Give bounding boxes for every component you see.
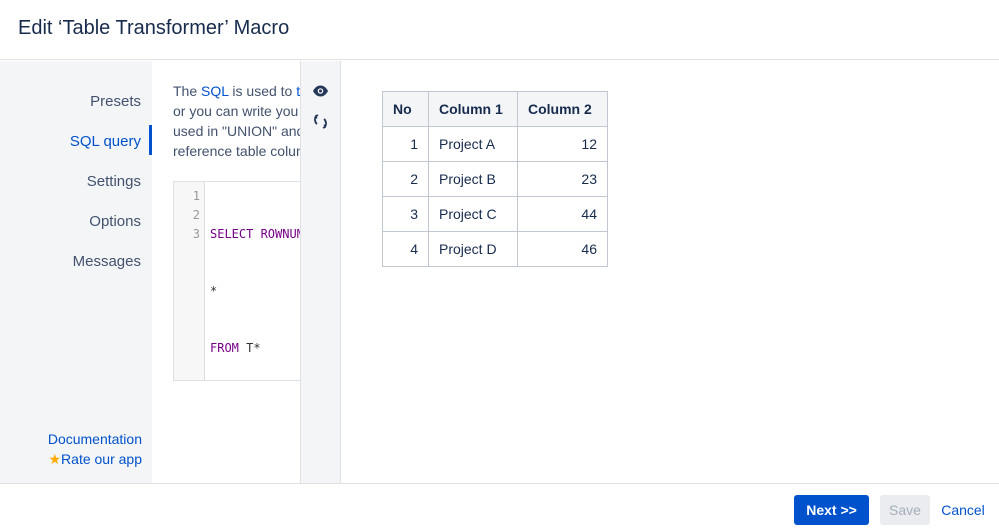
- sidebar-item-presets[interactable]: Presets: [90, 93, 141, 110]
- table-row: 1 Project A 12: [382, 126, 608, 162]
- table-row: 4 Project D 46: [382, 231, 608, 267]
- cell-no: 3: [382, 196, 429, 232]
- dialog-footer: Next >> Save Cancel: [0, 483, 999, 531]
- cell-no: 4: [382, 231, 429, 267]
- cell-no: 1: [382, 126, 429, 162]
- cell-column-1: Project B: [428, 161, 518, 197]
- cell-column-1: Project C: [428, 196, 518, 232]
- sidebar-item-options[interactable]: Options: [89, 213, 141, 230]
- preview-table: No Column 1 Column 2 1 Project A 12 2 Projec…: [382, 91, 608, 267]
- star-icon: ★: [48, 451, 62, 467]
- cell-column-2: 44: [517, 196, 608, 232]
- cell-column-2: 12: [517, 126, 608, 162]
- rate-app-link[interactable]: ★Rate our app: [48, 451, 142, 467]
- table-row: 2 Project B 23: [382, 161, 608, 197]
- refresh-icon[interactable]: [313, 113, 328, 130]
- header-column-2: Column 2: [517, 91, 608, 127]
- preview-toolbar: [300, 61, 341, 483]
- dialog-title: Edit ‘Table Transformer’ Macro: [18, 17, 290, 39]
- cell-no: 2: [382, 161, 429, 197]
- active-indicator: [149, 125, 152, 155]
- table-row: 3 Project C 44: [382, 196, 608, 232]
- cell-column-2: 23: [517, 161, 608, 197]
- header-column-1: Column 1: [428, 91, 518, 127]
- preview-panel: No Column 1 Column 2 1 Project A 12 2 Projec…: [341, 61, 999, 483]
- sidebar-item-sql-query[interactable]: SQL query: [69, 133, 141, 150]
- sidebar-item-settings[interactable]: Settings: [86, 173, 141, 190]
- sidebar: Presets SQL query Settings Options Messa…: [0, 61, 152, 483]
- cell-column-2: 46: [517, 231, 608, 267]
- cell-column-1: Project D: [428, 231, 518, 267]
- sql-query-panel: The SQL is used to tr or you can write y…: [152, 61, 300, 483]
- eye-icon[interactable]: [312, 84, 329, 98]
- cell-column-1: Project A: [428, 126, 518, 162]
- description: The SQL is used to tr or you can write y…: [173, 81, 300, 161]
- cancel-button[interactable]: Cancel: [941, 502, 985, 518]
- documentation-link[interactable]: Documentation: [47, 431, 142, 447]
- next-button[interactable]: Next >>: [794, 495, 869, 525]
- code-text: SELECT ROWNUM * FROM T*: [210, 227, 300, 355]
- dialog-header: Edit ‘Table Transformer’ Macro: [0, 0, 999, 60]
- transform-link[interactable]: tr: [296, 83, 300, 99]
- sql-link[interactable]: SQL: [201, 83, 229, 99]
- sidebar-item-messages[interactable]: Messages: [72, 253, 141, 270]
- header-no: No: [382, 91, 429, 127]
- save-button[interactable]: Save: [880, 495, 930, 525]
- table-header-row: No Column 1 Column 2: [382, 91, 608, 127]
